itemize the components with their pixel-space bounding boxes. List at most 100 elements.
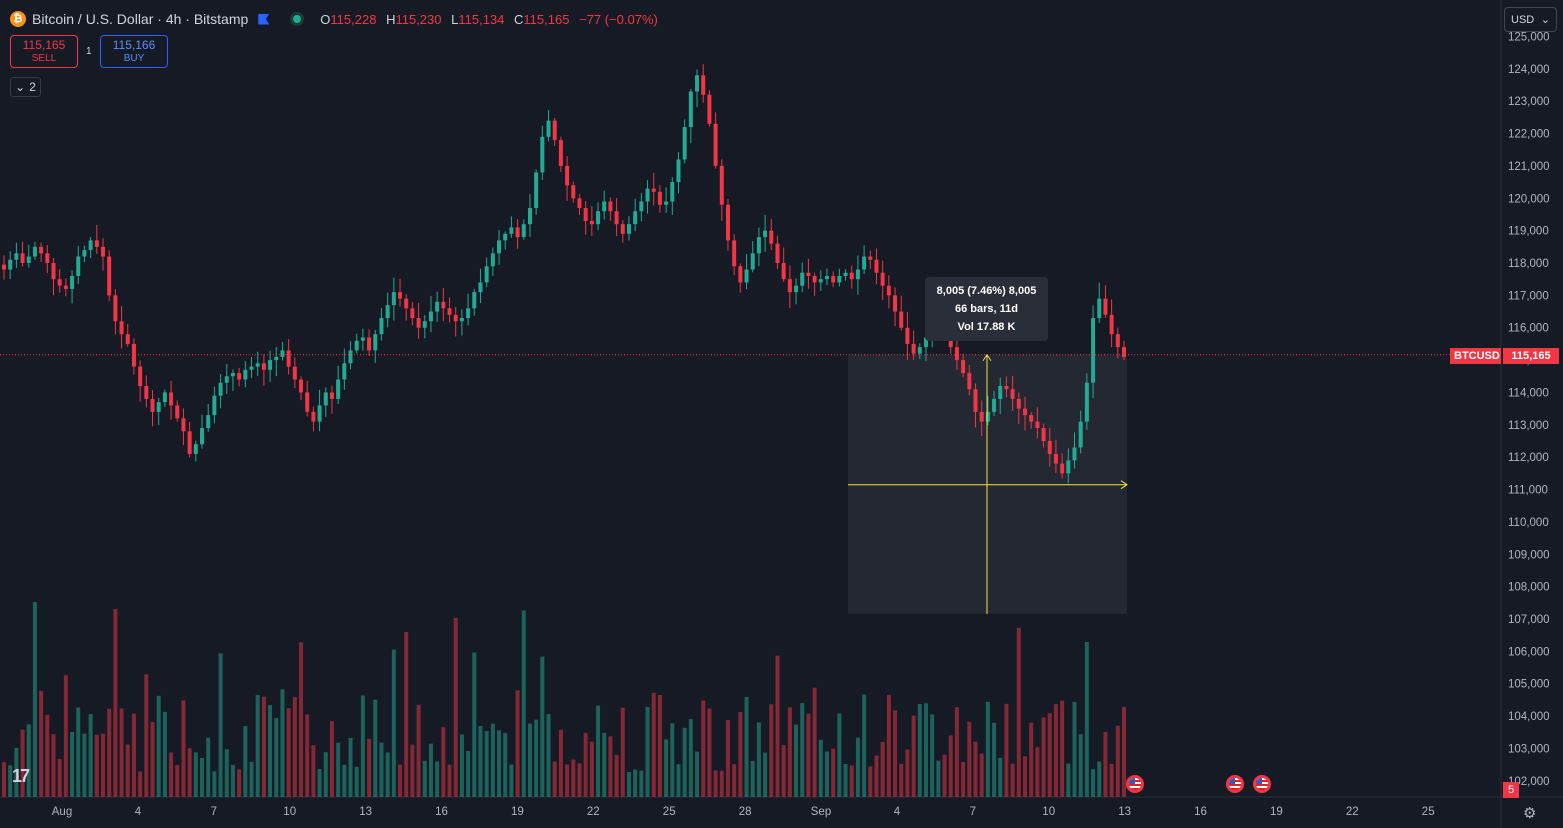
candle-body [756,237,761,254]
candle-body [32,246,37,257]
volume-bar [534,719,539,797]
candle-body [323,392,328,406]
volume-bar [837,713,842,797]
volume-bar [725,720,730,797]
volume-bar [1091,769,1096,797]
indicators-toggle-button[interactable]: ⌄ 2 [10,77,41,97]
us-flag-event-icon[interactable] [1226,775,1244,793]
volume-bar [385,752,390,797]
candle-body [626,224,631,234]
flag-icon[interactable] [258,14,268,25]
symbol-header: ₿ Bitcoin / U.S. Dollar · 4h · Bitstamp … [10,8,664,30]
volume-bar [985,701,990,797]
candle-body [156,402,161,412]
candle-body [893,295,898,312]
candle-body [138,366,143,386]
volume-bar [1022,756,1027,797]
volume-bar [428,743,433,797]
low-label: L [451,11,459,27]
volume-bar [1053,704,1058,797]
candle-body [701,75,706,95]
volume-bar [546,714,551,797]
candle-body [63,285,68,289]
volume-bar [756,722,761,797]
candle-body [224,376,229,383]
volume-bar [565,764,570,797]
volume-bar [76,707,81,797]
candle-body [769,230,774,244]
volume-bar [305,714,310,797]
volume-bar [8,765,13,797]
symbol-title[interactable]: Bitcoin / U.S. Dollar · 4h · Bitstamp [32,11,249,27]
volume-bar [626,771,631,797]
volume-bar [367,738,372,797]
volume-bar [750,760,755,797]
volume-bar [868,766,873,797]
volume-bar [979,753,984,797]
candle-body [416,318,421,328]
volume-bar [688,719,693,797]
candle-body [664,201,669,205]
price-tick-label: 103,000 [1508,743,1550,755]
volume-bar [323,752,328,797]
low-value: 115,134 [458,11,505,27]
candle-body [744,269,749,283]
sell-button[interactable]: 115,165 SELL [10,35,78,68]
candle-body [218,382,223,396]
candle-body [787,279,792,293]
volume-bar [187,748,192,797]
high-label: H [386,11,396,27]
candle-body [645,188,650,202]
volume-bar [447,764,452,797]
price-tick-label: 111,000 [1508,485,1548,497]
price-tick-label: 119,000 [1508,226,1549,238]
volume-bar [119,708,124,797]
us-flag-event-icon[interactable] [1126,775,1144,793]
measure-change: 8,005 (7.46%) 8,005 [936,285,1037,297]
candle-body [1010,389,1015,399]
candle-body [82,250,87,257]
candle-body [292,366,297,380]
time-tick-label: 25 [1422,806,1435,818]
candle-body [20,253,25,264]
candle-body [94,240,99,247]
us-flag-event-icon[interactable] [1253,775,1271,793]
candle-body [521,224,526,238]
volume-bar [490,723,495,797]
volume-bar [200,758,205,797]
candle-body [497,240,502,254]
gear-icon[interactable]: ⚙ [1523,805,1537,822]
buy-button[interactable]: 115,166 BUY [100,35,168,68]
time-tick-label: 7 [970,806,976,818]
time-tick-label: 22 [1346,806,1359,818]
candle-body [1060,463,1065,474]
volume-bar [20,729,25,797]
tradingview-logo-icon[interactable]: 17 [12,766,30,786]
volume-bar [744,696,749,797]
change-value: −77 (−0.07%) [579,11,658,27]
candle-body [76,256,81,276]
candle-body [1029,415,1034,422]
volume-bar [713,770,718,797]
candle-body [602,201,607,212]
candle-body [14,253,19,260]
volume-bar [230,764,235,797]
candle-body [954,347,959,361]
time-tick-label: 4 [894,806,901,818]
volume-bar [125,744,130,797]
candle-body [125,334,130,344]
currency-select[interactable]: USD ⌄ [1504,7,1557,32]
close-value: 115,165 [523,11,570,27]
candle-body [268,360,273,370]
volume-bar [880,741,885,797]
volume-bar [94,734,99,797]
measure-arrow-right [1120,480,1128,490]
volume-bar [787,707,792,797]
candle-body [150,398,155,412]
high-value: 115,230 [395,11,442,27]
volume-bar [998,757,1003,797]
events-count-badge[interactable]: 5 [1503,782,1519,798]
volume-bar [51,734,56,797]
candle-body [441,301,446,309]
